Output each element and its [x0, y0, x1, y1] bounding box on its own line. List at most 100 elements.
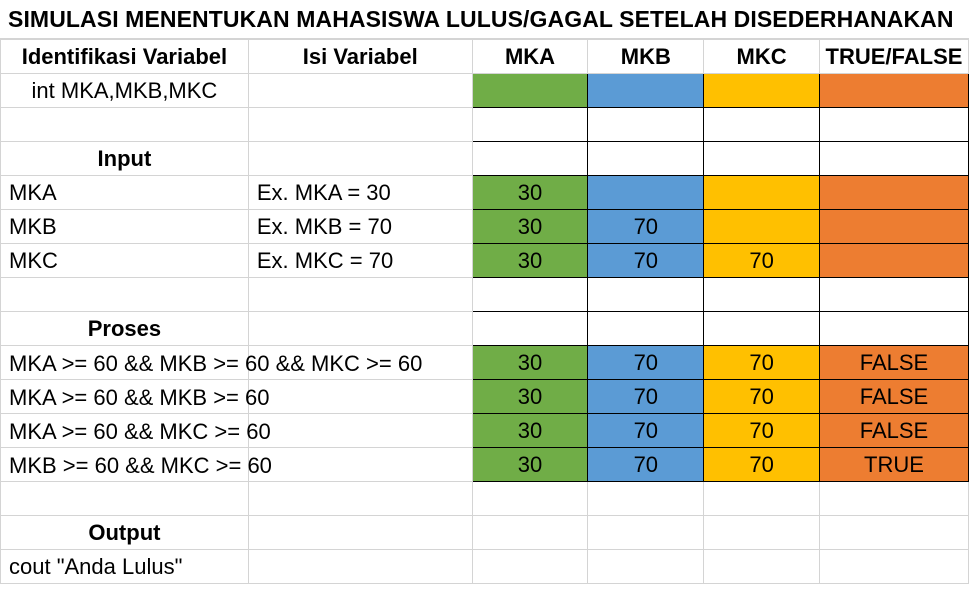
- proses-row: MKA >= 60 && MKB >= 60 && MKC >= 60 30 7…: [0, 345, 969, 380]
- empty-cell[interactable]: [471, 107, 589, 142]
- truefalse-value-cell[interactable]: FALSE: [819, 345, 969, 380]
- proses-label-row: Proses: [0, 311, 969, 346]
- mkc-value-cell[interactable]: 70: [703, 379, 820, 414]
- empty-cell[interactable]: [471, 277, 589, 312]
- mkb-value-cell[interactable]: 70: [587, 447, 705, 482]
- empty-cell[interactable]: [247, 481, 473, 516]
- empty-cell[interactable]: [819, 107, 969, 142]
- condition-cell[interactable]: MKA >= 60 && MKC >= 60: [0, 413, 271, 448]
- truefalse-value-cell[interactable]: TRUE: [819, 447, 969, 482]
- empty-cell[interactable]: [471, 311, 589, 346]
- empty-cell[interactable]: [247, 447, 473, 482]
- empty-cell[interactable]: [819, 515, 969, 550]
- mkc-value-cell[interactable]: 70: [703, 413, 820, 448]
- empty-cell[interactable]: [587, 481, 705, 516]
- empty-cell[interactable]: [587, 515, 705, 550]
- input-example-cell[interactable]: Ex. MKB = 70: [247, 209, 473, 244]
- empty-cell[interactable]: [247, 107, 473, 142]
- title-row[interactable]: SIMULASI MENENTUKAN MAHASISWA LULUS/GAGA…: [0, 0, 969, 39]
- empty-cell[interactable]: [703, 277, 820, 312]
- mkb-value-cell[interactable]: 70: [587, 209, 705, 244]
- empty-cell[interactable]: [0, 107, 249, 142]
- mkb-value-cell[interactable]: 70: [587, 379, 705, 414]
- empty-cell[interactable]: [247, 277, 473, 312]
- declaration-cell[interactable]: int MKA,MKB,MKC: [0, 73, 249, 108]
- mkb-value-cell[interactable]: 70: [587, 345, 705, 380]
- condition-cell[interactable]: MKB >= 60 && MKC >= 60: [0, 447, 272, 482]
- header-mkb[interactable]: MKB: [587, 39, 705, 74]
- empty-cell[interactable]: [703, 107, 820, 142]
- empty-cell[interactable]: [247, 379, 473, 414]
- empty-cell[interactable]: [247, 311, 473, 346]
- output-statement-cell[interactable]: cout "Anda Lulus": [0, 549, 249, 584]
- truefalse-value-cell[interactable]: [819, 209, 969, 244]
- mka-value-cell[interactable]: 30: [471, 447, 589, 482]
- mkb-value-cell[interactable]: [587, 175, 705, 210]
- declaration-row: int MKA,MKB,MKC: [0, 73, 969, 108]
- empty-cell[interactable]: [247, 141, 473, 176]
- empty-cell[interactable]: [471, 515, 589, 550]
- mka-value-cell[interactable]: 30: [471, 209, 589, 244]
- truefalse-value-cell[interactable]: FALSE: [819, 379, 969, 414]
- input-name-cell[interactable]: MKB: [0, 209, 249, 244]
- empty-cell[interactable]: [819, 311, 969, 346]
- empty-cell[interactable]: [471, 481, 589, 516]
- empty-cell[interactable]: [587, 549, 705, 584]
- empty-cell[interactable]: [819, 277, 969, 312]
- output-label[interactable]: Output: [0, 515, 249, 550]
- legend-mka-cell[interactable]: [471, 73, 589, 108]
- header-mkc[interactable]: MKC: [703, 39, 820, 74]
- mka-value-cell[interactable]: 30: [471, 345, 589, 380]
- empty-cell[interactable]: [0, 481, 249, 516]
- mka-value-cell[interactable]: 30: [471, 379, 589, 414]
- empty-cell[interactable]: [703, 515, 820, 550]
- legend-mkc-cell[interactable]: [703, 73, 820, 108]
- empty-cell[interactable]: [471, 141, 589, 176]
- empty-cell[interactable]: [819, 481, 969, 516]
- mkc-value-cell[interactable]: [703, 175, 820, 210]
- mkb-value-cell[interactable]: 70: [587, 243, 705, 278]
- empty-cell[interactable]: [703, 141, 820, 176]
- mka-value-cell[interactable]: 30: [471, 243, 589, 278]
- empty-cell[interactable]: [247, 549, 473, 584]
- truefalse-value-cell[interactable]: [819, 243, 969, 278]
- input-label[interactable]: Input: [0, 141, 249, 176]
- empty-cell[interactable]: [247, 515, 473, 550]
- empty-cell[interactable]: [703, 481, 820, 516]
- empty-cell[interactable]: [247, 413, 473, 448]
- empty-cell[interactable]: [471, 549, 589, 584]
- empty-cell[interactable]: [587, 107, 705, 142]
- mka-value-cell[interactable]: 30: [471, 413, 589, 448]
- header-truefalse[interactable]: TRUE/FALSE: [819, 39, 969, 74]
- empty-cell[interactable]: [587, 277, 705, 312]
- legend-truefalse-cell[interactable]: [819, 73, 969, 108]
- input-name-cell[interactable]: MKC: [0, 243, 249, 278]
- empty-cell[interactable]: [247, 73, 473, 108]
- condition-cell[interactable]: MKA >= 60 && MKB >= 60 && MKC >= 60: [0, 345, 422, 380]
- empty-cell[interactable]: [587, 141, 705, 176]
- input-example-cell[interactable]: Ex. MKC = 70: [247, 243, 473, 278]
- mkc-value-cell[interactable]: 70: [703, 243, 820, 278]
- empty-cell[interactable]: [703, 549, 820, 584]
- input-example-cell[interactable]: Ex. MKA = 30: [247, 175, 473, 210]
- mkb-value-cell[interactable]: 70: [587, 413, 705, 448]
- mkc-value-cell[interactable]: [703, 209, 820, 244]
- header-identifikasi[interactable]: Identifikasi Variabel: [0, 39, 249, 74]
- header-mka[interactable]: MKA: [471, 39, 589, 74]
- condition-text: MKA >= 60 && MKC >= 60: [9, 419, 271, 444]
- mkc-value-cell[interactable]: 70: [703, 345, 820, 380]
- proses-label[interactable]: Proses: [0, 311, 249, 346]
- truefalse-value-cell[interactable]: FALSE: [819, 413, 969, 448]
- empty-cell[interactable]: [703, 311, 820, 346]
- empty-cell[interactable]: [0, 277, 249, 312]
- mkc-value-cell[interactable]: 70: [703, 447, 820, 482]
- empty-cell[interactable]: [587, 311, 705, 346]
- truefalse-value-cell[interactable]: [819, 175, 969, 210]
- header-isi[interactable]: Isi Variabel: [247, 39, 473, 74]
- input-name-cell[interactable]: MKA: [0, 175, 249, 210]
- mka-value-cell[interactable]: 30: [471, 175, 589, 210]
- legend-mkb-cell[interactable]: [587, 73, 705, 108]
- empty-cell[interactable]: [819, 549, 969, 584]
- empty-cell[interactable]: [819, 141, 969, 176]
- condition-cell[interactable]: MKA >= 60 && MKB >= 60: [0, 379, 270, 414]
